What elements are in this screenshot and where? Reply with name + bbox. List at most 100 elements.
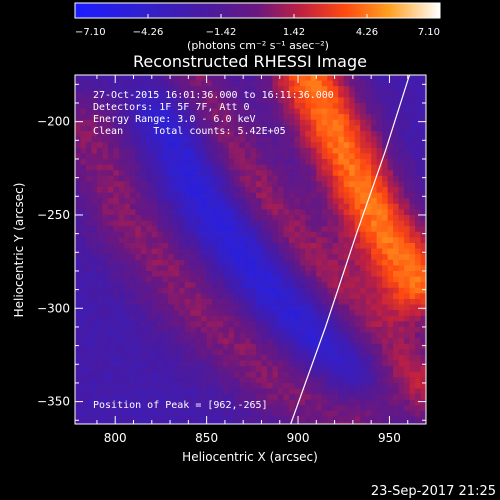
- heatmap-cell: [85, 287, 92, 294]
- heatmap-cell: [107, 332, 114, 339]
- heatmap-cell: [283, 125, 290, 132]
- heatmap-cell: [415, 254, 421, 261]
- heatmap-cell: [255, 254, 262, 261]
- heatmap-cell: [91, 248, 98, 255]
- heatmap-cell: [118, 293, 125, 300]
- heatmap-cell: [179, 192, 186, 199]
- heatmap-cell: [140, 242, 147, 249]
- heatmap-cell: [129, 377, 136, 384]
- heatmap-cell: [107, 142, 114, 149]
- heatmap-cell: [338, 97, 345, 104]
- heatmap-cell: [387, 310, 394, 317]
- heatmap-cell: [102, 293, 109, 300]
- heatmap-cell: [239, 265, 246, 272]
- heatmap-cell: [321, 276, 328, 283]
- heatmap-cell: [234, 405, 240, 412]
- heatmap-cell: [272, 91, 279, 98]
- heatmap-cell: [85, 399, 92, 406]
- heatmap-cell: [376, 203, 383, 210]
- heatmap-cell: [310, 214, 317, 221]
- heatmap-cell: [157, 130, 164, 137]
- heatmap-cell: [299, 254, 306, 261]
- heatmap-cell: [163, 428, 169, 434]
- heatmap-cell: [102, 310, 109, 317]
- heatmap-cell: [135, 422, 142, 424]
- heatmap-cell: [272, 270, 279, 277]
- heatmap-cell: [151, 186, 158, 193]
- heatmap-cell: [349, 276, 356, 283]
- heatmap-cell: [140, 142, 147, 149]
- heatmap-cell: [420, 405, 426, 412]
- heatmap-cell: [299, 410, 306, 417]
- heatmap-cell: [376, 242, 383, 249]
- heatmap-cell: [102, 298, 109, 305]
- heatmap-cell: [426, 209, 432, 215]
- heatmap-cell: [162, 270, 169, 277]
- heatmap-cell: [80, 102, 87, 109]
- heatmap-cell: [217, 276, 224, 283]
- heatmap-cell: [371, 360, 378, 367]
- heatmap-cell: [223, 287, 229, 294]
- heatmap-cell: [294, 181, 301, 188]
- heatmap-cell: [140, 214, 147, 221]
- heatmap-cell: [179, 186, 186, 193]
- heatmap-cell: [85, 86, 92, 93]
- heatmap-cell: [223, 298, 229, 305]
- heatmap-cell: [91, 332, 98, 339]
- heatmap-cell: [305, 416, 312, 423]
- heatmap-cell: [75, 164, 81, 171]
- heatmap-cell: [91, 282, 98, 289]
- heatmap-cell: [157, 416, 164, 423]
- heatmap-cell: [107, 377, 114, 384]
- heatmap-cell: [250, 130, 257, 137]
- heatmap-cell: [113, 377, 120, 384]
- heatmap-cell: [409, 276, 416, 283]
- heatmap-cell: [107, 119, 114, 126]
- heatmap-cell: [420, 304, 426, 311]
- heatmap-cell: [261, 86, 268, 93]
- heatmap-cell: [223, 102, 229, 109]
- heatmap-cell: [217, 186, 224, 193]
- heatmap-cell: [365, 254, 372, 261]
- heatmap-cell: [294, 203, 301, 210]
- heatmap-cell: [228, 75, 235, 81]
- heatmap-cell: [113, 265, 120, 272]
- heatmap-cell: [206, 125, 213, 132]
- heatmap-cell: [118, 136, 125, 143]
- heatmap-cell: [223, 130, 229, 137]
- heatmap-cell: [217, 394, 224, 401]
- heatmap-cell: [206, 377, 213, 384]
- heatmap-cell: [80, 91, 87, 98]
- heatmap-cell: [190, 226, 197, 233]
- heatmap-cell: [316, 315, 323, 322]
- heatmap-cell: [75, 254, 81, 261]
- heatmap-cell: [107, 276, 114, 283]
- heatmap-cell: [217, 259, 224, 266]
- heatmap-cell: [404, 158, 410, 165]
- heatmap-cell: [102, 259, 109, 266]
- heatmap-cell: [217, 366, 224, 373]
- heatmap-cell: [173, 388, 180, 395]
- heatmap-cell: [102, 360, 109, 367]
- heatmap-cell: [118, 304, 125, 311]
- heatmap-cell: [75, 371, 81, 378]
- heatmap-cell: [404, 130, 410, 137]
- heatmap-cell: [102, 214, 109, 221]
- heatmap-cell: [310, 108, 317, 115]
- heatmap-cell: [195, 310, 202, 317]
- heatmap-cell: [283, 226, 290, 233]
- heatmap-cell: [151, 209, 158, 216]
- heatmap-cell: [85, 338, 92, 345]
- heatmap-cell: [272, 181, 279, 188]
- heatmap-cell: [250, 304, 257, 311]
- heatmap-cell: [354, 405, 361, 412]
- heatmap-cell: [201, 75, 208, 81]
- heatmap-cell: [382, 158, 389, 165]
- heatmap-cell: [195, 248, 202, 255]
- heatmap-cell: [201, 114, 208, 121]
- heatmap-cell: [75, 119, 81, 126]
- heatmap-cell: [332, 186, 339, 193]
- heatmap-cell: [420, 75, 426, 81]
- heatmap-cell: [91, 315, 98, 322]
- heatmap-cell: [80, 136, 87, 143]
